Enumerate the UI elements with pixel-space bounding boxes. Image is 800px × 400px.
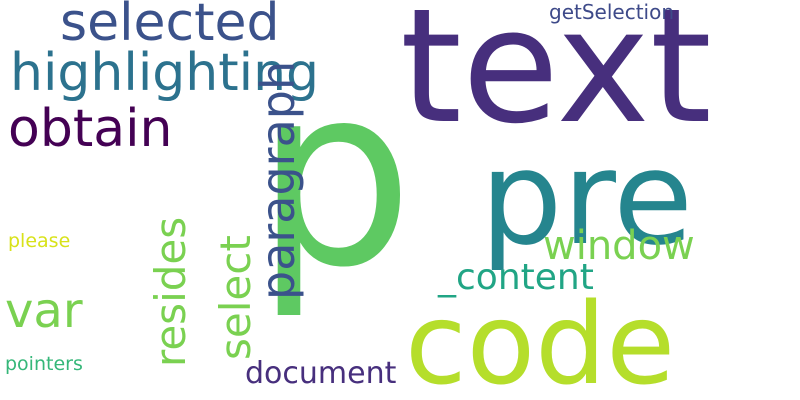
word-code: code (405, 279, 676, 400)
word-pointers: pointers (5, 352, 83, 375)
word-selected: selected (60, 0, 280, 54)
word-resides: resides (146, 216, 195, 367)
word-paragraph: paragraph (251, 60, 305, 300)
word-highlighting: highlighting (10, 43, 320, 104)
word-p: p (255, 31, 414, 322)
word-window: window (543, 223, 695, 270)
word-content: _content (438, 256, 594, 298)
word-text: text (400, 0, 712, 159)
word-var: var (5, 282, 83, 339)
word-please: please (8, 229, 71, 252)
word-obtain: obtain (8, 99, 173, 160)
word-select: select (211, 235, 260, 360)
word-getSelection: getSelection (549, 0, 675, 24)
word-document: document (245, 356, 397, 392)
word-pre: pre (480, 122, 694, 275)
